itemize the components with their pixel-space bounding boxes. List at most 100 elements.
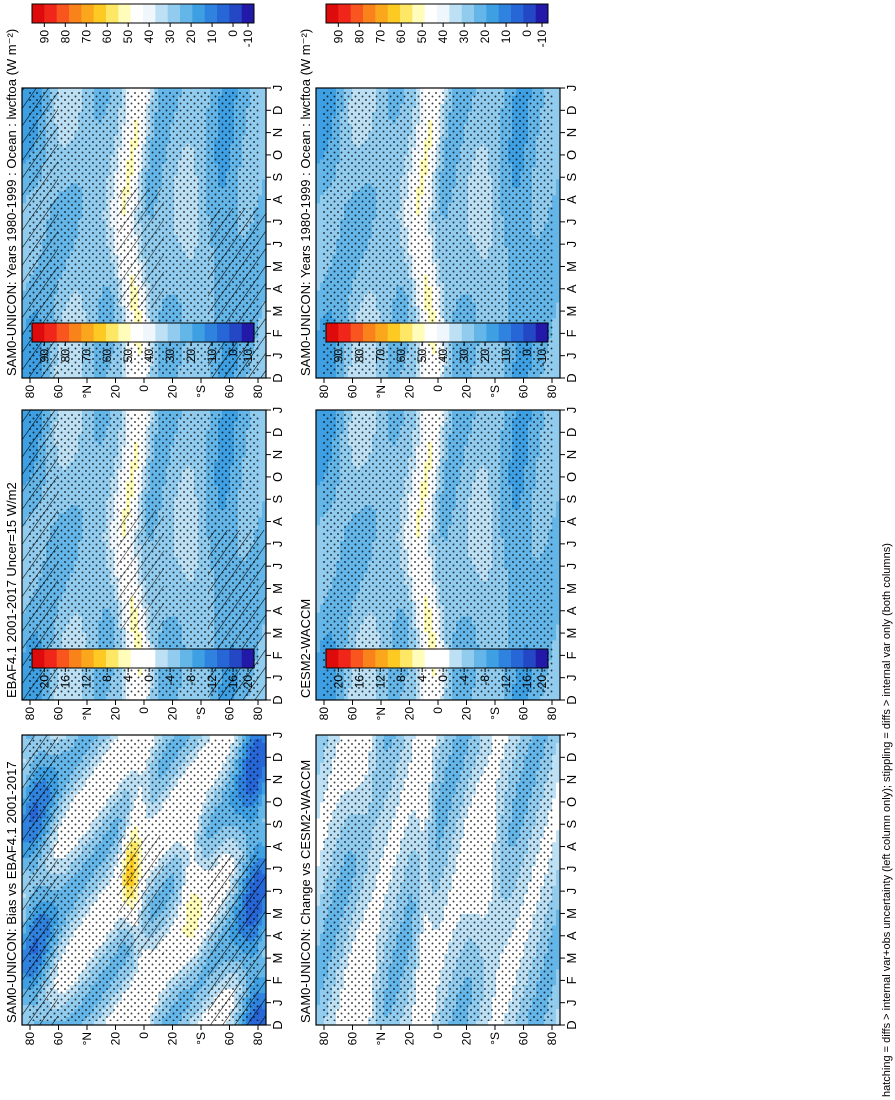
month-tick-label: F [564,976,579,984]
month-tick-label: S [270,173,285,182]
colorbar-swatch [437,323,450,342]
colorbar-swatch [350,649,364,668]
month-tick-label: S [564,173,579,182]
lat-tick-label: 80 [251,707,265,721]
colorbar-swatch [363,323,376,342]
month-tick-label: J [564,85,579,92]
colorbar-tick-label: 8 [394,675,408,682]
colorbar-swatch [326,649,339,668]
lat-tick-label: 20 [166,385,180,399]
lat-tick-label: 20 [403,707,417,721]
colorbar-swatch [32,649,45,668]
colorbar-swatch [81,4,95,23]
month-tick-label: O [270,797,285,807]
panel-right-mid-title: CESM2-WACCM [298,599,313,698]
colorbar-tick-label: 30 [163,30,177,44]
colorbar-swatch [56,649,70,668]
colorbar-tick-label: 12 [373,675,387,689]
colorbar-tick-label: 30 [163,349,177,363]
colorbar-swatch [106,323,119,342]
lat-tick-label: 20 [403,1032,417,1046]
colorbar-swatch [375,323,389,342]
colorbar-tick-label: 80 [352,30,366,44]
colorbar-swatch [241,4,255,23]
colorbar-tick-label: 30 [457,349,471,363]
lat-tick-label: 20 [460,385,474,399]
colorbar-swatch [93,323,107,342]
colorbar-tick-label: 40 [142,349,156,363]
colorbar-tick-label: -20 [535,675,549,693]
month-tick-label: D [270,428,285,437]
colorbar-swatch [106,649,119,668]
month-tick-label: J [270,888,285,895]
month-tick-label: A [270,842,285,851]
colorbar-swatch [167,323,181,342]
colorbar-swatch [498,4,512,23]
colorbar-swatch [56,323,70,342]
colorbar-tick-label: 4 [121,675,135,682]
colorbar-swatch [204,4,218,23]
colorbar-tick-label: 80 [352,349,366,363]
colorbar-swatch [217,323,230,342]
colorbar-tick-label: 50 [121,30,135,44]
lat-tick-label: 60 [52,707,66,721]
panel-left-top-hatching-tropics [118,188,164,308]
colorbar-swatch [229,323,243,342]
month-tick-label: M [564,908,579,919]
colorbar-tick-label: 40 [436,30,450,44]
month-tick-label: J [270,732,285,739]
lat-tick-label: 20 [403,385,417,399]
colorbar-swatch [93,649,107,668]
colorbar-swatch [449,323,463,342]
colorbar-tick-label: 20 [37,675,51,689]
colorbar-swatch [118,323,132,342]
month-tick-label: J [270,563,285,570]
colorbar-tick-label: 20 [331,675,345,689]
lat-tick-label: 20 [109,707,123,721]
month-tick-label: A [270,284,285,293]
colorbar-tick-label: 10 [205,30,219,44]
colorbar-tick-label: -4 [457,675,471,686]
colorbar-tick-label: -10 [535,30,549,48]
month-tick-label: S [564,820,579,829]
month-tick-label: F [564,651,579,659]
colorbar-swatch [498,649,512,668]
colorbar-tick-label: 90 [37,30,51,44]
colorbar-swatch [424,323,438,342]
lat-tick-label: 80 [545,385,559,399]
colorbar-frame [325,3,549,24]
month-tick-label: M [270,628,285,639]
colorbar-tick-label: 40 [436,349,450,363]
panel-right-bot-colorbar: 20 16 12 8 4 0 -4 -8 -12 -16 -20 [325,648,549,693]
panel-right-bot-stippling [322,739,554,1021]
month-tick-label: M [564,583,579,594]
lat-tick-label: °N [80,707,94,720]
colorbar-swatch [424,649,438,668]
month-tick-label: N [564,450,579,459]
lat-tick-label: 80 [251,1032,265,1046]
lat-tick-label: °N [374,1032,388,1045]
panel-left-bot: D J F M A M J J A S O N D J 80 60 °N 20 0 20 °S 60 80 SAM0-UNIC… [4,732,285,1046]
month-tick-label: D [564,373,579,382]
month-tick-label: M [564,306,579,317]
panel-right-bot-title: SAM0-UNICON: Change vs CESM2-WACCM [298,760,313,1023]
lat-tick-label: 0 [431,707,445,714]
colorbar-tick-label: -12 [205,675,219,693]
month-tick-label: M [564,628,579,639]
month-tick-label: N [270,128,285,137]
lat-tick-label: 80 [23,1032,37,1046]
colorbar-swatch [143,649,156,668]
colorbar-swatch [437,649,450,668]
colorbar-tick-label: 90 [331,349,345,363]
colorbar-frame [31,322,255,343]
colorbar-swatch [167,649,181,668]
colorbar-tick-label: 40 [142,30,156,44]
lat-tick-label: 60 [52,385,66,399]
colorbar-swatch [44,323,58,342]
colorbar-swatch [155,4,169,23]
colorbar-swatch [424,4,438,23]
colorbar-swatch [486,4,500,23]
lat-tick-label: °N [374,385,388,398]
colorbar-swatch [180,323,193,342]
colorbar-swatch [106,4,119,23]
